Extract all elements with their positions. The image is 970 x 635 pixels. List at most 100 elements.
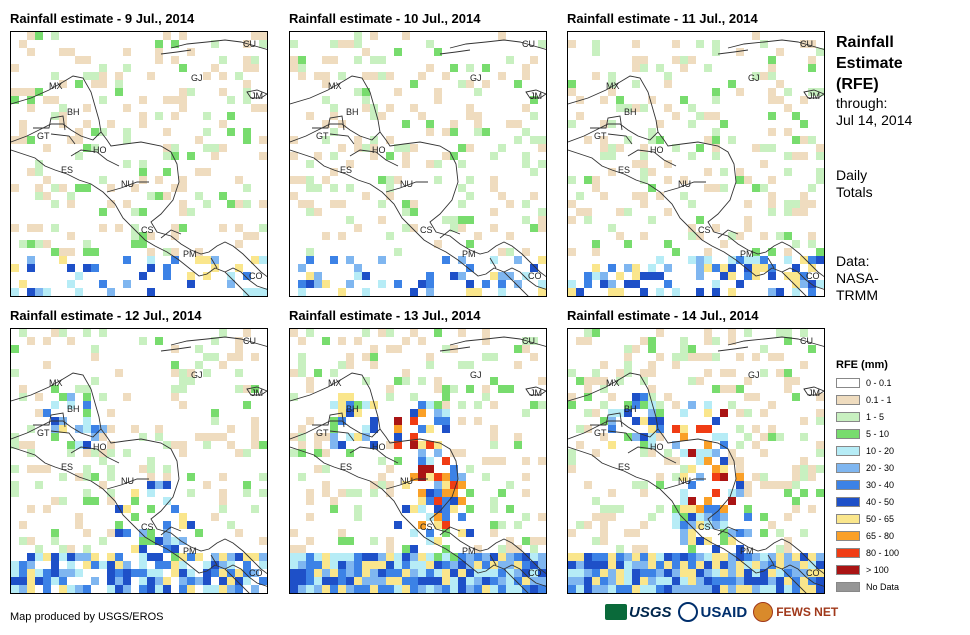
rainfall-cell bbox=[51, 200, 59, 208]
rainfall-cell bbox=[776, 80, 784, 88]
rainfall-cell bbox=[11, 561, 19, 569]
rainfall-cell bbox=[546, 433, 547, 441]
rainfall-cell bbox=[640, 232, 648, 240]
rainfall-cell bbox=[115, 585, 123, 593]
rainfall-cell bbox=[370, 144, 378, 152]
rainfall-cell bbox=[720, 553, 728, 561]
rainfall-cell bbox=[704, 441, 712, 449]
rainfall-cell bbox=[402, 208, 410, 216]
rainfall-cell bbox=[584, 481, 592, 489]
rainfall-cell bbox=[123, 128, 131, 136]
rainfall-cell bbox=[696, 256, 704, 264]
rainfall-cell bbox=[386, 329, 394, 337]
rainfall-cell bbox=[458, 144, 466, 152]
rainfall-cell bbox=[330, 128, 338, 136]
rainfall-cell bbox=[608, 593, 616, 594]
rainfall-cell bbox=[632, 56, 640, 64]
rainfall-cell bbox=[450, 497, 458, 505]
rainfall-cell bbox=[568, 88, 576, 96]
rainfall-cells bbox=[11, 32, 267, 296]
rainfall-cell bbox=[59, 577, 67, 585]
rainfall-cell bbox=[171, 361, 179, 369]
rainfall-cell bbox=[584, 272, 592, 280]
rainfall-cell bbox=[322, 72, 330, 80]
rainfall-cell bbox=[490, 296, 498, 297]
rainfall-cell bbox=[680, 56, 688, 64]
rainfall-cell bbox=[83, 144, 91, 152]
rainfall-cell bbox=[99, 481, 107, 489]
rainfall-cell bbox=[179, 449, 187, 457]
rainfall-cell bbox=[187, 489, 195, 497]
rainfall-cell bbox=[346, 489, 354, 497]
rainfall-cell bbox=[434, 481, 442, 489]
rainfall-cell bbox=[107, 425, 115, 433]
rainfall-cell bbox=[546, 569, 547, 577]
rainfall-cell bbox=[51, 569, 59, 577]
rainfall-cell bbox=[522, 553, 530, 561]
rainfall-cell bbox=[458, 200, 466, 208]
rainfall-cell bbox=[808, 136, 816, 144]
rainfall-cell bbox=[362, 577, 370, 585]
rainfall-cell bbox=[584, 409, 592, 417]
rainfall-cell bbox=[728, 385, 736, 393]
rainfall-cell bbox=[760, 473, 768, 481]
rainfall-cell bbox=[11, 88, 19, 96]
rainfall-cell bbox=[584, 521, 592, 529]
rainfall-cell bbox=[27, 168, 35, 176]
rainfall-cell bbox=[35, 184, 43, 192]
rainfall-cell bbox=[760, 72, 768, 80]
rainfall-cell bbox=[616, 593, 624, 594]
rainfall-cell bbox=[267, 553, 268, 561]
rainfall-cell bbox=[592, 184, 600, 192]
rainfall-cell bbox=[442, 529, 450, 537]
rainfall-cell bbox=[314, 441, 322, 449]
rainfall-cell bbox=[672, 561, 680, 569]
rainfall-cell bbox=[203, 72, 211, 80]
rainfall-cell bbox=[458, 224, 466, 232]
rainfall-cell bbox=[346, 433, 354, 441]
rainfall-cell bbox=[824, 561, 825, 569]
rainfall-cell bbox=[752, 425, 760, 433]
rainfall-cell bbox=[792, 585, 800, 593]
rainfall-cell bbox=[522, 160, 530, 168]
rainfall-cell bbox=[584, 569, 592, 577]
rainfall-cell bbox=[608, 280, 616, 288]
rainfall-cell bbox=[736, 232, 744, 240]
rainfall-cell bbox=[530, 561, 538, 569]
rainfall-cell bbox=[434, 569, 442, 577]
rainfall-cell bbox=[616, 232, 624, 240]
rainfall-cell bbox=[736, 577, 744, 585]
rainfall-cell bbox=[704, 353, 712, 361]
rainfall-cell bbox=[696, 593, 704, 594]
rainfall-cell bbox=[330, 200, 338, 208]
rainfall-cell bbox=[410, 529, 418, 537]
rainfall-cell bbox=[482, 280, 490, 288]
rainfall-cell bbox=[656, 505, 664, 513]
rainfall-cell bbox=[298, 337, 306, 345]
country-label: GT bbox=[37, 131, 50, 141]
rainfall-cell bbox=[624, 369, 632, 377]
rainfall-cell bbox=[712, 489, 720, 497]
rainfall-cell bbox=[171, 56, 179, 64]
rainfall-cell bbox=[402, 224, 410, 232]
rainfall-cell bbox=[195, 361, 203, 369]
rainfall-cell bbox=[584, 385, 592, 393]
rainfall-cell bbox=[322, 569, 330, 577]
rainfall-cell bbox=[656, 585, 664, 593]
rainfall-cell bbox=[584, 280, 592, 288]
rainfall-cell bbox=[800, 200, 808, 208]
rainfall-cell bbox=[784, 337, 792, 345]
rainfall-cell bbox=[458, 497, 466, 505]
rainfall-cell bbox=[514, 545, 522, 553]
rainfall-cell bbox=[426, 425, 434, 433]
coastline bbox=[385, 478, 428, 490]
rainfall-cell bbox=[720, 513, 728, 521]
rainfall-cell bbox=[506, 561, 514, 569]
rainfall-cell bbox=[648, 553, 656, 561]
rainfall-cell bbox=[314, 152, 322, 160]
rainfall-cell bbox=[330, 561, 338, 569]
rainfall-cell bbox=[147, 256, 155, 264]
country-label: ES bbox=[340, 165, 353, 175]
rainfall-cell bbox=[632, 64, 640, 72]
rainfall-cell bbox=[243, 136, 251, 144]
